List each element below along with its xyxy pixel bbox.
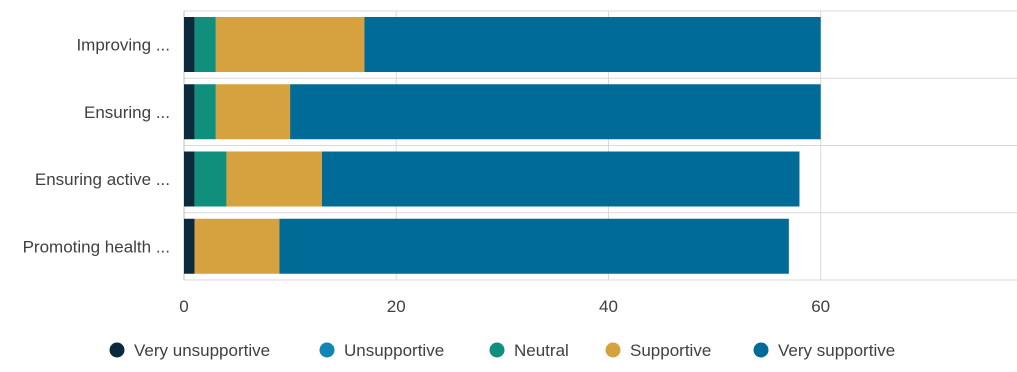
bar-3-neutral[interactable] — [194, 151, 227, 207]
legend-swatch-3 — [489, 342, 505, 358]
legend: Very unsupportive Unsupportive Neutral Supp… — [109, 341, 896, 360]
bar-4-very-supportive[interactable] — [279, 218, 789, 274]
legend-item-very-unsupportive[interactable]: Very unsupportive — [109, 341, 271, 360]
bar-3-very-unsupportive[interactable] — [184, 151, 195, 207]
legend-swatch-1 — [109, 342, 125, 358]
bar-3-very-supportive[interactable] — [321, 151, 800, 207]
y-tick-label-3: Ensuring active ... — [35, 170, 170, 189]
grid-layer — [183, 10, 1017, 281]
bar-1-very-supportive[interactable] — [364, 17, 821, 72]
bar-1-supportive[interactable] — [215, 17, 365, 72]
y-tick-label-1: Improving ... — [76, 36, 170, 55]
y-axis-labels: Improving ... Ensuring ... Ensuring active… — [23, 36, 170, 257]
x-tick-label-20: 20 — [387, 297, 406, 316]
legend-label-1: Very unsupportive — [134, 341, 270, 360]
bar-2-very-unsupportive[interactable] — [184, 84, 195, 140]
y-tick-label-4: Promoting health ... — [23, 237, 170, 256]
x-tick-label-60: 60 — [811, 297, 830, 316]
legend-item-neutral[interactable]: Neutral — [489, 341, 569, 360]
legend-swatch-4 — [605, 342, 621, 358]
x-tick-label-0: 0 — [179, 297, 188, 316]
bars-layer — [184, 17, 821, 274]
bar-4-very-unsupportive[interactable] — [184, 218, 195, 274]
legend-item-very-supportive[interactable]: Very supportive — [753, 341, 896, 360]
bar-2-supportive[interactable] — [215, 84, 291, 140]
legend-swatch-2 — [319, 342, 335, 358]
bar-2-very-supportive[interactable] — [290, 84, 821, 140]
legend-label-5: Very supportive — [778, 341, 895, 360]
legend-label-3: Neutral — [514, 341, 569, 360]
legend-swatch-5 — [753, 342, 769, 358]
y-tick-label-2: Ensuring ... — [84, 103, 170, 122]
legend-item-unsupportive[interactable]: Unsupportive — [319, 341, 445, 360]
bar-1-neutral[interactable] — [194, 17, 216, 72]
bar-3-supportive[interactable] — [226, 151, 322, 207]
x-tick-label-40: 40 — [599, 297, 618, 316]
x-axis-ticks: 0 20 40 60 — [179, 297, 830, 316]
legend-label-2: Unsupportive — [344, 341, 444, 360]
legend-label-4: Supportive — [630, 341, 711, 360]
legend-item-supportive[interactable]: Supportive — [605, 341, 712, 360]
bar-4-supportive[interactable] — [194, 218, 280, 274]
bar-1-very-unsupportive[interactable] — [184, 17, 195, 72]
bar-2-neutral[interactable] — [194, 84, 216, 140]
